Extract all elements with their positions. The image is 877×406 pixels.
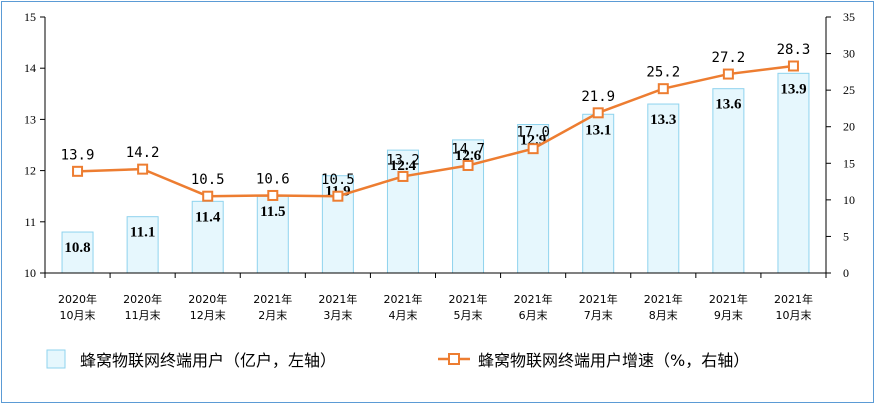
line-marker [397,170,409,182]
bar [647,103,680,274]
line-data-label: 10.5 [321,172,355,188]
category-label-month: 3月末 [323,308,352,322]
line-marker [72,165,84,177]
line-marker [787,60,799,72]
bar-data-label: 12.4 [390,158,417,174]
category-label-month: 11月末 [125,308,161,322]
bar [582,113,615,274]
line-data-label: 10.5 [191,172,225,188]
bar [777,72,810,274]
bar-series: 10.811.111.411.511.912.412.612.913.113.3… [61,72,810,274]
bar-data-label: 11.5 [260,204,285,220]
line-data-label: 28.3 [777,42,811,58]
line-marker [462,159,474,171]
category-label-month: 7月末 [584,308,613,322]
category-label-year: 2021年 [253,292,292,306]
line-marker [657,83,669,95]
bar-data-label: 10.8 [64,240,90,256]
category-label-year: 2020年 [58,292,97,306]
right-y-axis: 0 5 10 15 20 25 30 35 [825,10,855,280]
left-tick-label: 12 [24,164,36,178]
bar-data-label: 13.1 [585,122,611,138]
right-tick-label: 15 [843,156,855,170]
line-marker [722,68,734,80]
legend-bar-swatch [46,349,66,369]
category-label-year: 2020年 [123,292,162,306]
right-tick-label: 0 [843,266,849,280]
line-data-label: 13.2 [386,152,420,168]
line-data-label: 21.9 [581,89,615,105]
line-marker [332,190,344,202]
left-y-axis: 10 11 12 13 14 15 [24,10,46,280]
bar [191,200,224,274]
left-tick-label: 11 [24,215,36,229]
category-label-month: 10月末 [60,308,96,322]
category-label-year: 2020年 [188,292,227,306]
right-tick-label: 10 [843,193,855,207]
legend-bar-label: 蜂窝物联网终端用户（亿户，左轴） [80,351,336,370]
right-tick-label: 5 [843,229,849,243]
category-label-year: 2021年 [579,292,618,306]
category-label-year: 2021年 [383,292,422,306]
category-label-month: 5月末 [454,308,483,322]
growth-line [77,64,794,198]
category-label-year: 2021年 [514,292,553,306]
legend-line-marker [448,353,460,365]
bar [712,88,745,274]
right-tick-label: 20 [843,120,855,134]
line-data-label: 14.7 [451,141,485,157]
left-tick-label: 13 [24,112,36,126]
category-label-year: 2021年 [774,292,813,306]
category-label-month: 4月末 [388,308,417,322]
line-marker [527,143,539,155]
category-label-month: 8月末 [649,308,678,322]
line-data-label: 14.2 [126,145,160,161]
category-label-month: 9月末 [714,308,743,322]
category-label-year: 2021年 [644,292,683,306]
left-tick-label: 14 [24,61,36,75]
line-data-label: 10.6 [256,171,290,187]
bar-data-label: 13.9 [780,81,806,97]
legend: 蜂窝物联网终端用户（亿户，左轴） 蜂窝物联网终端用户增速（%，右轴） [46,349,749,370]
x-axis: 2020年 10月末 2020年 11月末 2020年 12月末 2021年 2月末 2021年… [44,272,827,322]
line-marker [267,189,279,201]
line-data-label: 17.0 [516,125,550,141]
category-label-year: 2021年 [318,292,357,306]
bar-data-label: 12.6 [455,148,482,164]
bar [386,149,419,274]
bar-data-label: 13.6 [715,97,742,113]
line-data-label: 27.2 [712,50,746,66]
line-marker [202,190,214,202]
left-tick-label: 15 [24,10,36,24]
category-label-year: 2021年 [709,292,748,306]
line-data-label: 13.9 [61,147,95,163]
bar-data-label: 13.3 [650,112,676,128]
right-tick-label: 35 [843,10,855,24]
category-label-month: 10月末 [775,308,811,322]
left-tick-label: 10 [24,266,36,280]
bar [256,195,289,274]
category-label-month: 12月末 [190,308,226,322]
line-marker [592,107,604,119]
right-tick-label: 25 [843,83,855,97]
category-label-year: 2021年 [449,292,488,306]
legend-line-label: 蜂窝物联网终端用户增速（%，右轴） [478,351,749,370]
category-label-month: 2月末 [258,308,287,322]
line-data-label: 25.2 [646,65,680,81]
line-marker [137,163,149,175]
bar-data-label: 11.1 [130,225,155,241]
bar-data-label: 11.4 [195,209,221,225]
right-tick-label: 30 [843,47,855,61]
line-series: 13.9 14.2 10.5 10.6 10.5 13.2 14.7 17.0 21.9 25.2… [61,42,811,202]
category-label-month: 6月末 [519,308,548,322]
